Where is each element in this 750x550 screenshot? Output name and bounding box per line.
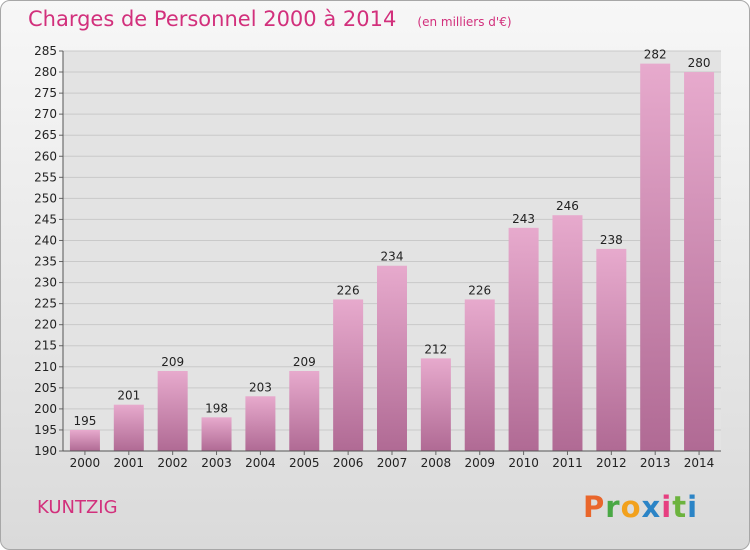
bar-2006: [333, 299, 364, 451]
chart-subtitle: (en milliers d'€): [417, 15, 512, 29]
x-tick-label: 2007: [377, 456, 408, 470]
y-tick-label: 215: [34, 339, 57, 353]
x-tick-label: 2012: [596, 456, 627, 470]
y-tick-label: 235: [34, 255, 57, 269]
bar-2014: [684, 72, 715, 451]
data-label-2001: 201: [117, 389, 140, 403]
bar-2008: [420, 358, 451, 451]
y-tick-label: 280: [34, 65, 57, 79]
logo-letter: o: [620, 490, 642, 524]
data-label-2010: 243: [512, 212, 535, 226]
data-label-2002: 209: [161, 355, 184, 369]
bar-2005: [289, 371, 320, 451]
y-tick-label: 240: [34, 233, 57, 247]
chart-title: Charges de Personnel 2000 à 2014: [28, 7, 397, 31]
y-tick-label: 205: [34, 381, 57, 395]
bar-2007: [377, 265, 407, 451]
y-tick-label: 190: [34, 444, 57, 458]
y-tick-label: 210: [34, 360, 57, 374]
x-tick-label: 2004: [245, 456, 276, 470]
x-tick-label: 2005: [289, 456, 320, 470]
data-label-2006: 226: [337, 283, 360, 297]
proxiti-logo: Proxiti: [583, 490, 698, 524]
x-tick-label: 2006: [333, 456, 364, 470]
y-tick-label: 220: [34, 318, 57, 332]
bar-2000: [69, 429, 100, 451]
commune-name: KUNTZIG: [37, 497, 118, 518]
data-label-2007: 234: [381, 250, 404, 264]
bar-2012: [596, 248, 627, 451]
x-tick-label: 2008: [421, 456, 452, 470]
data-label-2003: 198: [205, 401, 228, 415]
y-tick-label: 275: [34, 86, 57, 100]
bar-2004: [245, 396, 276, 451]
bar-2002: [157, 371, 188, 451]
x-tick-label: 2009: [464, 456, 495, 470]
data-label-2012: 238: [600, 233, 623, 247]
chart-title-block: Charges de Personnel 2000 à 2014 (en mil…: [28, 7, 512, 31]
x-tick-label: 2014: [684, 456, 715, 470]
logo-letter: r: [605, 490, 621, 524]
data-label-2013: 282: [644, 48, 667, 62]
y-tick-label: 195: [34, 423, 57, 437]
logo-letter: i: [661, 490, 673, 524]
y-tick-label: 285: [34, 44, 57, 58]
y-tick-label: 260: [34, 149, 57, 163]
bar-2009: [464, 299, 495, 451]
bar-2011: [552, 215, 583, 451]
y-tick-label: 225: [34, 297, 57, 311]
data-label-2014: 280: [688, 56, 711, 70]
logo-letter: i: [687, 490, 699, 524]
x-tick-label: 2000: [70, 456, 101, 470]
y-tick-label: 200: [34, 402, 57, 416]
bar-2010: [508, 227, 539, 451]
y-tick-label: 245: [34, 212, 57, 226]
data-label-2004: 203: [249, 380, 272, 394]
bar-2013: [640, 63, 671, 451]
data-label-2005: 209: [293, 355, 316, 369]
logo-letter: t: [672, 490, 688, 524]
y-tick-label: 255: [34, 170, 57, 184]
x-tick-label: 2001: [114, 456, 145, 470]
bar-2003: [201, 417, 232, 451]
logo-letter: P: [583, 490, 606, 524]
x-tick-label: 2003: [201, 456, 232, 470]
y-tick-label: 270: [34, 107, 57, 121]
data-label-2011: 246: [556, 199, 579, 213]
x-tick-label: 2002: [157, 456, 188, 470]
bar-2001: [113, 404, 144, 451]
y-tick-label: 230: [34, 276, 57, 290]
x-tick-label: 2011: [552, 456, 583, 470]
y-tick-label: 265: [34, 128, 57, 142]
x-tick-label: 2013: [640, 456, 671, 470]
data-label-2009: 226: [468, 283, 491, 297]
logo-letter: x: [641, 490, 662, 524]
data-label-2008: 212: [424, 342, 447, 356]
y-tick-label: 250: [34, 191, 57, 205]
x-tick-label: 2010: [508, 456, 539, 470]
data-label-2000: 195: [73, 414, 96, 428]
